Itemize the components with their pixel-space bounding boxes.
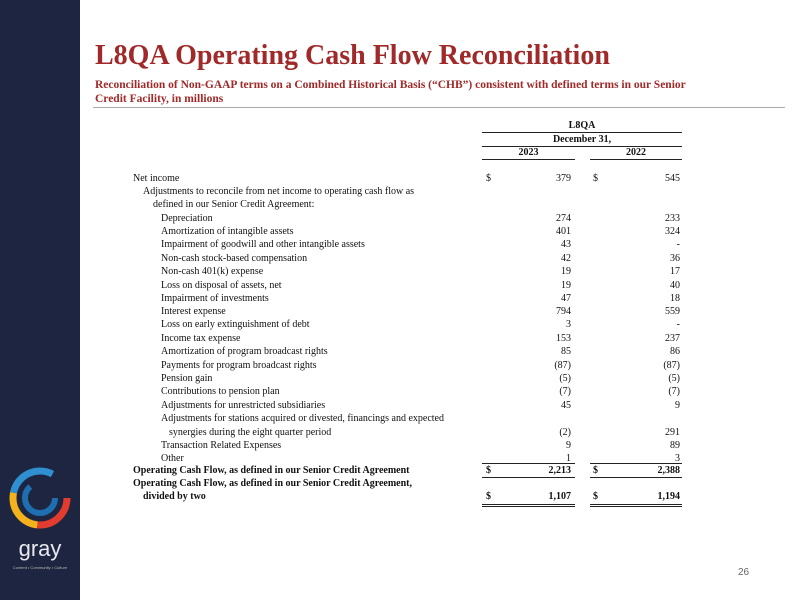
page-number: 26 — [738, 567, 750, 578]
rule — [482, 159, 575, 160]
rule — [590, 506, 682, 507]
value-2022: - — [676, 319, 680, 330]
currency: $ — [593, 465, 598, 476]
row-label: Contributions to pension plan — [161, 386, 280, 397]
value-2023: 19 — [561, 266, 571, 277]
row-label: Impairment of goodwill and other intangi… — [161, 239, 365, 250]
value-2023: 379 — [556, 173, 571, 184]
rule — [482, 477, 575, 478]
row-label: Loss on early extinguishment of debt — [161, 319, 310, 330]
value-2023: 153 — [556, 333, 571, 344]
value-2022: 3 — [675, 453, 680, 464]
value-2023: 274 — [556, 213, 571, 224]
subtitle: Reconciliation of Non-GAAP terms on a Co… — [95, 79, 686, 105]
row-label: Loss on disposal of assets, net — [161, 280, 282, 291]
row-label: defined in our Senior Credit Agreement: — [153, 199, 315, 210]
row-label: Non-cash stock-based compensation — [161, 253, 308, 264]
value-2023: (2) — [559, 427, 571, 438]
logo-mark — [9, 467, 71, 529]
row-label: Transaction Related Expenses — [161, 440, 282, 451]
currency: $ — [486, 173, 491, 184]
logo-word: gray — [18, 536, 62, 561]
value-2023: 43 — [561, 239, 571, 250]
row-label: Amortization of intangible assets — [161, 226, 294, 237]
rule — [590, 504, 682, 505]
row-label: Adjustments for unrestricted subsidiarie… — [161, 400, 326, 411]
currency: $ — [593, 173, 598, 184]
value-2023: 85 — [561, 346, 571, 357]
value-2022: 18 — [670, 293, 680, 304]
value-2022: 40 — [670, 280, 680, 291]
value-2023: 1 — [566, 453, 571, 464]
value-2023: (87) — [554, 360, 571, 371]
rule — [590, 477, 682, 478]
currency: $ — [593, 491, 598, 502]
value-2022: 86 — [670, 346, 680, 357]
row-label: Net income — [133, 173, 180, 184]
value-2023: 45 — [561, 400, 571, 411]
value-2022: (7) — [668, 386, 680, 397]
period-header: December 31, — [552, 134, 612, 145]
title: L8QA Operating Cash Flow Reconciliation — [95, 40, 610, 71]
value-2022: 1,194 — [657, 491, 681, 502]
value-2023: (5) — [559, 373, 571, 384]
value-2022: 9 — [675, 400, 680, 411]
value-2022: 291 — [665, 427, 680, 438]
value-2022: 324 — [665, 226, 680, 237]
row-label: Pension gain — [161, 373, 213, 384]
value-2022: (87) — [663, 360, 680, 371]
value-2023: 401 — [556, 226, 571, 237]
sidebar: gray Content • Community • Culture — [0, 0, 80, 600]
rule — [482, 506, 575, 507]
rule — [590, 463, 682, 464]
row-label: Operating Cash Flow, as defined in our S… — [133, 465, 410, 476]
row-label: Other — [161, 453, 184, 464]
row-label: divided by two — [143, 491, 206, 502]
value-2022: 233 — [665, 213, 680, 224]
row-label: Non-cash 401(k) expense — [161, 266, 264, 277]
value-2022: 36 — [670, 253, 680, 264]
rule — [482, 132, 682, 133]
value-2022: 17 — [670, 266, 680, 277]
value-2023: 2,213 — [548, 465, 572, 476]
rule — [482, 504, 575, 505]
value-2022: 237 — [665, 333, 680, 344]
value-2022: (5) — [668, 373, 680, 384]
value-2022: 559 — [665, 306, 680, 317]
row-label: Amortization of program broadcast rights — [161, 346, 328, 357]
value-2022: 545 — [665, 173, 680, 184]
value-2022: 89 — [670, 440, 680, 451]
row-label: Operating Cash Flow, as defined in our S… — [133, 478, 412, 489]
value-2023: 19 — [561, 280, 571, 291]
value-2023: 1,107 — [548, 491, 572, 502]
row-label: Impairment of investments — [161, 293, 269, 304]
value-2023: 794 — [556, 306, 571, 317]
row-label: Adjustments for stations acquired or div… — [161, 413, 444, 424]
row-label: synergies during the eight quarter perio… — [169, 427, 332, 438]
rule — [482, 463, 575, 464]
group-header: L8QA — [568, 120, 596, 131]
row-label: Payments for program broadcast rights — [161, 360, 317, 371]
value-2023: (7) — [559, 386, 571, 397]
row-label: Adjustments to reconcile from net income… — [143, 186, 415, 197]
row-label: Interest expense — [161, 306, 226, 317]
value-2023: 9 — [566, 440, 571, 451]
column-header: 2023 — [518, 147, 539, 158]
value-2022: 2,388 — [657, 465, 681, 476]
value-2022: - — [676, 239, 680, 250]
logo-tagline: Content • Community • Culture — [12, 565, 68, 570]
rule — [93, 107, 785, 108]
value-2023: 42 — [561, 253, 571, 264]
value-2023: 3 — [566, 319, 571, 330]
currency: $ — [486, 491, 491, 502]
currency: $ — [486, 465, 491, 476]
row-label: Depreciation — [161, 213, 213, 224]
row-label: Income tax expense — [161, 333, 241, 344]
column-header: 2022 — [626, 147, 646, 158]
value-2023: 47 — [561, 293, 571, 304]
rule — [590, 159, 682, 160]
rule — [482, 146, 682, 147]
